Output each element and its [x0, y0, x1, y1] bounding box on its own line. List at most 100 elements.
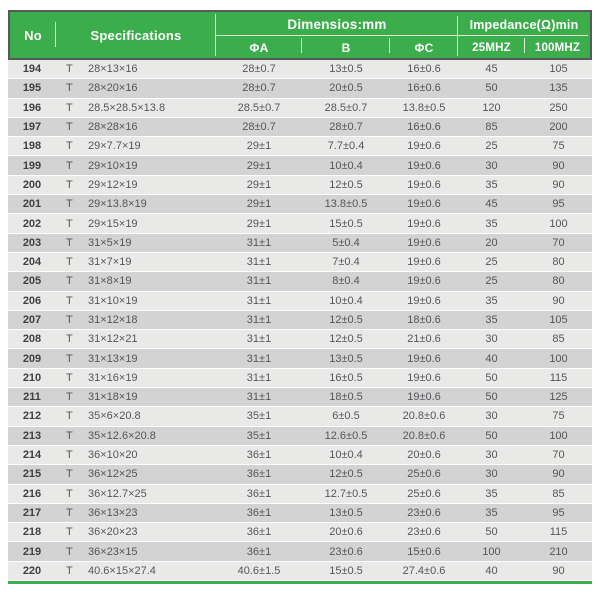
- spec-size: 40.6×15×27.4: [88, 564, 156, 577]
- spec-size: 29×13.8×19: [88, 198, 147, 211]
- header-divider: [389, 38, 390, 53]
- cell-100mhz: 105: [549, 314, 568, 326]
- cell-specification: T 31×16×19: [56, 372, 216, 384]
- cell-specification: T 28×28×16: [56, 121, 216, 133]
- cell-b: 12±0.5: [329, 314, 363, 326]
- cell-specification: T 29×12×19: [56, 179, 216, 191]
- spec-type: T: [66, 410, 73, 423]
- cell-25mhz: 30: [485, 468, 498, 481]
- spec-type: T: [66, 545, 73, 558]
- cell-b: 13±0.5: [329, 506, 363, 519]
- header-divider: [457, 16, 458, 56]
- cell-phi-c: 19±0.6: [407, 178, 441, 191]
- cell-no: 200: [22, 178, 42, 191]
- cell-100mhz: 210: [549, 545, 568, 558]
- cell-100mhz: 80: [552, 256, 565, 269]
- table-row: 217 T 36×13×23 36±1 13±0.5 23±0.6 35 95: [8, 503, 592, 523]
- table-row: 210 T 31×16×19 31±1 16±0.5 19±0.6 50 115: [8, 368, 592, 388]
- cell-100mhz: 90: [552, 564, 565, 577]
- spec-size: 36×12×25: [88, 468, 138, 481]
- spec-size: 31×10×19: [88, 294, 138, 307]
- spec-type: T: [66, 159, 73, 172]
- cell-phi-a: 29±1: [246, 217, 272, 230]
- table-row: 194 T 28×13×16 28±0.7 13±0.5 16±0.6 45 105: [8, 60, 592, 79]
- cell-100mhz: 85: [552, 487, 565, 500]
- cell-25mhz: 45: [485, 198, 498, 211]
- cell-specification: T 36×23×15: [56, 546, 216, 558]
- cell-25mhz: 100: [482, 545, 501, 558]
- spec-type: T: [66, 468, 73, 481]
- cell-specification: T 31×7×19: [56, 256, 216, 268]
- spec-type: T: [66, 333, 73, 346]
- cell-no: 203: [22, 236, 42, 249]
- cell-no: 196: [22, 101, 42, 114]
- table-row: 205 T 31×8×19 31±1 8±0.4 19±0.6 25 80: [8, 272, 592, 291]
- cell-25mhz: 120: [482, 101, 501, 114]
- cell-100mhz: 90: [552, 178, 565, 191]
- header-b: B: [341, 40, 351, 55]
- table-row: 219 T 36×23×15 36±1 23±0.6 15±0.6 100 210: [8, 542, 592, 561]
- cell-100mhz: 135: [549, 82, 568, 95]
- cell-b: 10±0.4: [329, 159, 363, 172]
- spec-type: T: [66, 352, 73, 365]
- cell-100mhz: 250: [549, 101, 568, 114]
- spec-type: T: [66, 101, 73, 114]
- cell-phi-a: 31±1: [246, 256, 272, 269]
- cell-phi-a: 28±0.7: [242, 82, 276, 95]
- table-row: 199 T 29×10×19 29±1 10±0.4 19±0.6 30 90: [8, 156, 592, 175]
- spec-size: 31×16×19: [88, 371, 138, 384]
- cell-phi-c: 16±0.6: [407, 121, 441, 134]
- cell-phi-a: 36±1: [246, 526, 272, 539]
- spec-type: T: [66, 217, 73, 230]
- table-row: 202 T 29×15×19 29±1 15±0.5 19±0.6 35 100: [8, 214, 592, 233]
- cell-b: 20±0.6: [329, 526, 363, 539]
- cell-specification: T 36×20×23: [56, 526, 216, 538]
- cell-b: 12±0.5: [329, 178, 363, 191]
- cell-100mhz: 115: [549, 526, 568, 539]
- cell-no: 201: [22, 198, 42, 211]
- header-100mhz: 100MHZ: [534, 41, 581, 54]
- spec-size: 29×12×19: [88, 178, 138, 191]
- cell-100mhz: 75: [552, 410, 565, 423]
- cell-no: 197: [22, 121, 42, 134]
- spec-size: 31×8×19: [88, 275, 132, 288]
- spec-type: T: [66, 371, 73, 384]
- table-row: 211 T 31×18×19 31±1 18±0.5 19±0.6 50 125: [8, 388, 592, 407]
- table-row: 215 T 36×12×25 36±1 12±0.5 25±0.6 30 90: [8, 465, 592, 484]
- cell-phi-a: 35±1: [246, 410, 272, 423]
- cell-phi-c: 23±0.6: [407, 526, 441, 539]
- cell-specification: T 35×12.6×20.8: [56, 430, 216, 442]
- cell-phi-a: 29±1: [246, 159, 272, 172]
- spec-size: 35×12.6×20.8: [88, 429, 156, 442]
- cell-phi-a: 28±0.7: [242, 63, 276, 76]
- cell-phi-a: 31±1: [246, 333, 272, 346]
- cell-b: 7±0.4: [332, 256, 360, 269]
- cell-phi-c: 16±0.6: [407, 63, 441, 76]
- cell-100mhz: 100: [549, 217, 568, 230]
- cell-25mhz: 50: [485, 391, 498, 404]
- cell-b: 18±0.5: [329, 391, 363, 404]
- cell-25mhz: 35: [485, 506, 498, 519]
- cell-25mhz: 35: [485, 178, 498, 191]
- spec-size: 28×13×16: [88, 63, 138, 76]
- header-25mhz: 25MHZ: [472, 41, 511, 54]
- cell-phi-c: 25±0.6: [407, 487, 441, 500]
- table-row: 195 T 28×20×16 28±0.7 20±0.5 16±0.6 50 135: [8, 79, 592, 98]
- cell-25mhz: 50: [485, 429, 498, 442]
- spec-size: 31×13×19: [88, 352, 138, 365]
- cell-25mhz: 85: [485, 121, 498, 134]
- bottom-green-rule: [8, 581, 592, 585]
- cell-b: 5±0.4: [332, 236, 360, 249]
- cell-no: 199: [22, 159, 42, 172]
- cell-25mhz: 30: [485, 410, 498, 423]
- cell-100mhz: 105: [549, 63, 568, 76]
- cell-specification: T 31×18×19: [56, 391, 216, 403]
- cell-no: 195: [22, 82, 42, 95]
- spec-type: T: [66, 314, 73, 326]
- cell-phi-c: 19±0.6: [407, 391, 441, 404]
- cell-no: 218: [22, 526, 42, 539]
- cell-specification: T 31×13×19: [56, 353, 216, 365]
- spec-size: 29×7.7×19: [88, 140, 141, 153]
- cell-phi-c: 19±0.6: [407, 217, 441, 230]
- cell-no: 215: [22, 468, 42, 481]
